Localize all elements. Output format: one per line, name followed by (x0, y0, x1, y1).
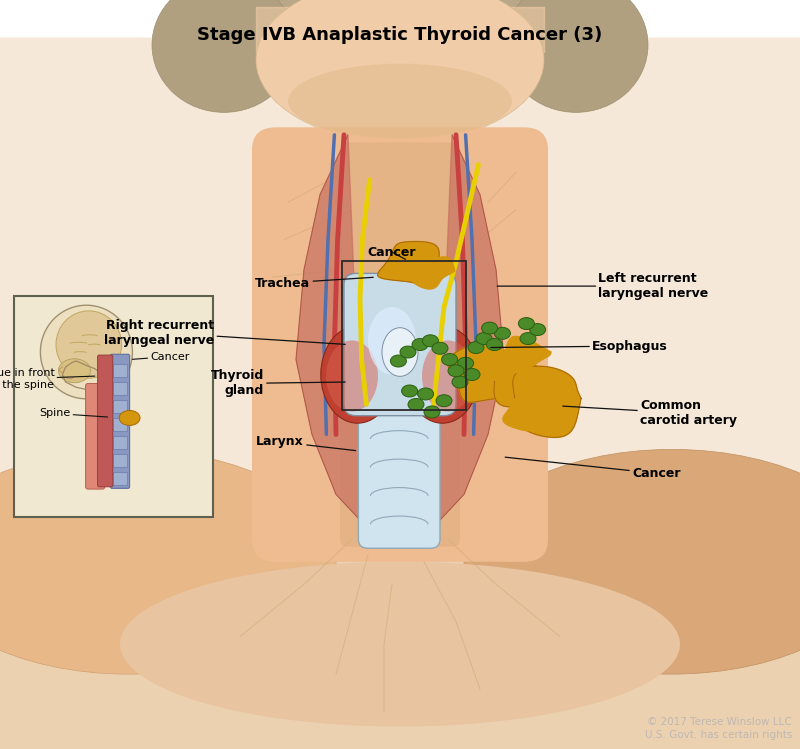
FancyBboxPatch shape (358, 336, 440, 548)
Ellipse shape (530, 324, 546, 336)
Ellipse shape (58, 359, 90, 383)
Ellipse shape (436, 395, 452, 407)
Ellipse shape (152, 0, 296, 112)
Text: Cancer: Cancer (505, 457, 681, 480)
Ellipse shape (326, 340, 378, 412)
Ellipse shape (468, 342, 484, 354)
Text: Trachea: Trachea (255, 276, 374, 290)
Polygon shape (506, 336, 551, 373)
Ellipse shape (41, 306, 133, 398)
Ellipse shape (406, 326, 479, 423)
Polygon shape (494, 362, 541, 407)
Ellipse shape (422, 340, 474, 412)
Text: © 2017 Terese Winslow LLC
U.S. Govt. has certain rights: © 2017 Terese Winslow LLC U.S. Govt. has… (645, 717, 792, 740)
FancyBboxPatch shape (340, 142, 460, 547)
Ellipse shape (432, 342, 448, 354)
Ellipse shape (56, 311, 122, 378)
Bar (113, 382, 127, 395)
Ellipse shape (321, 326, 394, 423)
Ellipse shape (476, 333, 492, 345)
Ellipse shape (368, 307, 416, 374)
Text: Stage IVB Anaplastic Thyroid Cancer (3): Stage IVB Anaplastic Thyroid Cancer (3) (198, 26, 602, 44)
Text: Esophagus: Esophagus (490, 339, 668, 353)
FancyBboxPatch shape (110, 354, 130, 488)
Bar (113, 418, 127, 431)
Ellipse shape (412, 339, 428, 351)
Ellipse shape (288, 64, 512, 139)
Bar (113, 436, 127, 449)
Ellipse shape (520, 333, 536, 345)
Polygon shape (436, 135, 504, 524)
Ellipse shape (0, 468, 800, 749)
Bar (113, 400, 127, 413)
Ellipse shape (452, 376, 468, 388)
Text: Left recurrent
laryngeal nerve: Left recurrent laryngeal nerve (497, 272, 709, 300)
Text: Cancer: Cancer (132, 351, 190, 362)
Ellipse shape (400, 346, 416, 358)
Ellipse shape (518, 318, 534, 330)
FancyBboxPatch shape (0, 37, 800, 749)
FancyBboxPatch shape (86, 383, 105, 489)
Ellipse shape (0, 449, 336, 674)
Text: Thyroid
gland: Thyroid gland (210, 369, 346, 398)
Ellipse shape (256, 0, 544, 142)
Ellipse shape (482, 322, 498, 334)
Polygon shape (447, 342, 538, 402)
Text: Cancer: Cancer (368, 246, 416, 259)
Text: Spine: Spine (39, 408, 108, 419)
Polygon shape (480, 350, 522, 380)
Ellipse shape (424, 406, 440, 418)
Ellipse shape (442, 354, 458, 366)
Polygon shape (513, 366, 581, 437)
Ellipse shape (408, 398, 424, 410)
FancyBboxPatch shape (252, 127, 548, 562)
FancyBboxPatch shape (344, 273, 456, 416)
Polygon shape (411, 257, 454, 289)
Bar (113, 364, 127, 377)
Ellipse shape (382, 328, 418, 376)
Ellipse shape (504, 0, 648, 112)
Ellipse shape (418, 388, 434, 400)
Bar (342, 261, 466, 410)
Ellipse shape (486, 339, 502, 351)
Ellipse shape (458, 357, 474, 369)
Ellipse shape (402, 385, 418, 397)
FancyBboxPatch shape (362, 352, 438, 379)
Ellipse shape (120, 562, 680, 727)
Bar (113, 472, 127, 485)
Ellipse shape (422, 335, 438, 347)
Polygon shape (296, 135, 364, 524)
Polygon shape (503, 395, 559, 431)
Ellipse shape (448, 365, 464, 377)
FancyBboxPatch shape (98, 355, 113, 487)
Bar (14, 296, 213, 517)
Ellipse shape (382, 273, 426, 536)
Ellipse shape (119, 410, 140, 425)
Ellipse shape (464, 449, 800, 674)
Ellipse shape (494, 327, 510, 339)
Text: Common
carotid artery: Common carotid artery (562, 399, 737, 428)
Text: Tissue in front
of the spine: Tissue in front of the spine (0, 369, 95, 389)
Text: Right recurrent
laryngeal nerve: Right recurrent laryngeal nerve (104, 318, 346, 347)
Ellipse shape (464, 369, 480, 380)
Bar (113, 454, 127, 467)
Ellipse shape (390, 355, 406, 367)
Ellipse shape (192, 0, 608, 67)
Text: Larynx: Larynx (256, 435, 356, 451)
Polygon shape (378, 241, 440, 285)
